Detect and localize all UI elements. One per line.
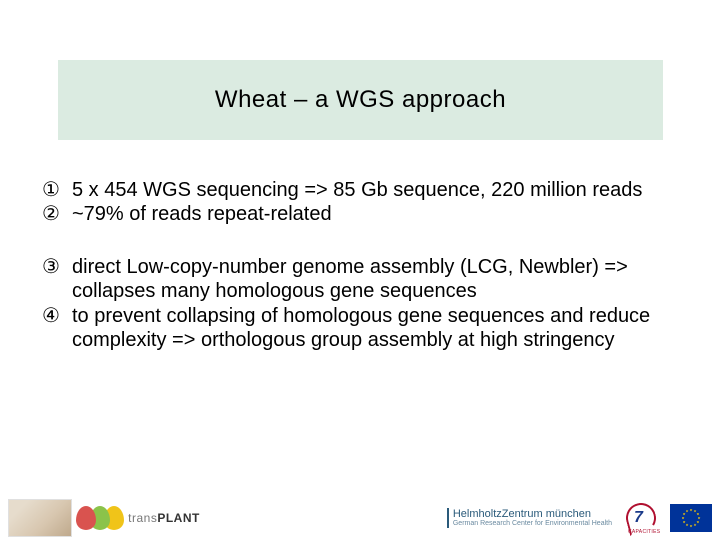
helmholtz-line1: HelmholtzZentrum münchen: [453, 508, 612, 520]
fp7-logo: 7 CAPACITIES: [626, 503, 656, 533]
item-text: direct Low-copy-number genome assembly (…: [72, 255, 662, 304]
item-number: ④: [42, 304, 72, 328]
footer-left: transPLANT: [8, 499, 198, 537]
footer: transPLANT HelmholtzZentrum münchen Germ…: [0, 496, 720, 540]
item-number: ①: [42, 178, 72, 202]
list-item: ② ~79% of reads repeat-related: [42, 202, 662, 226]
item-text: ~79% of reads repeat-related: [72, 202, 662, 226]
bullet-group-1: ① 5 x 454 WGS sequencing => 85 Gb sequen…: [42, 178, 662, 227]
list-item: ④ to prevent collapsing of homologous ge…: [42, 304, 662, 353]
eu-flag-icon: [670, 504, 712, 532]
item-text: 5 x 454 WGS sequencing => 85 Gb sequence…: [72, 178, 662, 202]
footer-right: HelmholtzZentrum münchen German Research…: [447, 503, 712, 533]
bullet-group-2: ③ direct Low-copy-number genome assembly…: [42, 255, 662, 353]
decorative-logo: [8, 499, 72, 537]
title-bar: Wheat – a WGS approach: [58, 60, 663, 140]
leaf-icon: [76, 506, 124, 530]
item-text: to prevent collapsing of homologous gene…: [72, 304, 662, 353]
helmholtz-logo: HelmholtzZentrum münchen German Research…: [447, 508, 612, 528]
item-number: ②: [42, 202, 72, 226]
transplant-label: transPLANT: [128, 511, 200, 525]
item-number: ③: [42, 255, 72, 279]
slide-title: Wheat – a WGS approach: [215, 86, 506, 114]
fp7-label: CAPACITIES: [628, 529, 660, 535]
helmholtz-line2: German Research Center for Environmental…: [453, 520, 612, 528]
list-item: ③ direct Low-copy-number genome assembly…: [42, 255, 662, 304]
content-area: ① 5 x 454 WGS sequencing => 85 Gb sequen…: [42, 178, 662, 380]
transplant-logo: transPLANT: [78, 501, 198, 535]
list-item: ① 5 x 454 WGS sequencing => 85 Gb sequen…: [42, 178, 662, 202]
